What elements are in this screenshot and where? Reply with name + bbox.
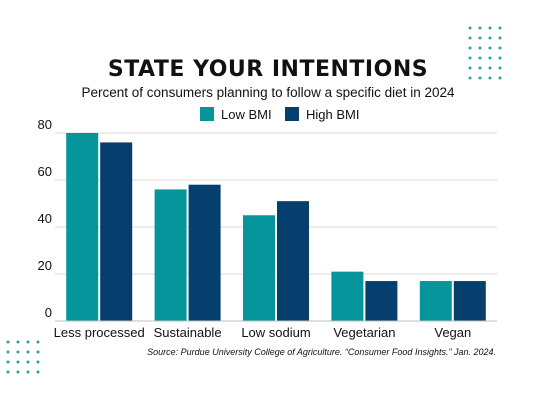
decorative-dot	[498, 36, 502, 40]
decorative-dot	[6, 360, 10, 364]
chart-subtitle: Percent of consumers planning to follow …	[82, 85, 455, 100]
decorative-dot	[36, 360, 40, 364]
decorative-dot	[36, 350, 40, 354]
decorative-dot	[6, 370, 10, 374]
bar-high-bmi	[453, 281, 486, 321]
decorative-dot	[488, 66, 492, 70]
decorative-dot	[478, 26, 482, 30]
decorative-dot	[488, 36, 492, 40]
decorative-dot	[26, 340, 30, 344]
source-note: Source: Purdue University College of Agr…	[147, 347, 496, 357]
decorative-dot	[16, 340, 20, 344]
bars	[66, 133, 486, 321]
decorative-dot	[468, 66, 472, 70]
decorative-dot	[488, 46, 492, 50]
bar-low-bmi	[66, 133, 99, 321]
decorative-dot	[468, 26, 472, 30]
x-axis-labels: Less processed Sustainable Low sodium Veget…	[54, 325, 472, 340]
bar-low-bmi	[331, 271, 364, 321]
decorative-dot	[498, 56, 502, 60]
decorative-dot	[26, 370, 30, 374]
legend-label-high-bmi: High BMI	[306, 107, 359, 122]
x-category-label: Vegan	[434, 325, 471, 340]
decorative-dot	[468, 56, 472, 60]
decorative-dot	[468, 46, 472, 50]
decorative-dot	[36, 370, 40, 374]
bar-high-bmi	[277, 201, 309, 321]
decorative-dots-bottom-left	[6, 340, 40, 374]
decorative-dot	[16, 350, 20, 354]
decorative-dot	[478, 36, 482, 40]
bar-high-bmi	[100, 142, 133, 321]
decorative-dot	[488, 76, 492, 80]
decorative-dots-top-right	[468, 26, 502, 80]
y-tick-label: 20	[38, 258, 52, 273]
decorative-dot	[26, 350, 30, 354]
legend-label-low-bmi: Low BMI	[221, 107, 272, 122]
y-tick-label: 0	[45, 305, 52, 320]
chart-title: STATE YOUR INTENTIONS	[108, 57, 428, 82]
decorative-dot	[498, 46, 502, 50]
decorative-dot	[478, 46, 482, 50]
y-tick-label: 60	[38, 164, 52, 179]
y-tick-label: 40	[38, 211, 52, 226]
decorative-dot	[488, 26, 492, 30]
decorative-dot	[6, 350, 10, 354]
x-category-label: Sustainable	[154, 325, 222, 340]
decorative-dot	[16, 370, 20, 374]
decorative-dot	[498, 26, 502, 30]
legend: Low BMI High BMI	[200, 107, 359, 122]
decorative-dot	[36, 340, 40, 344]
decorative-dot	[488, 56, 492, 60]
y-axis-ticks: 0 20 40 60 80	[38, 117, 52, 320]
bar-low-bmi	[154, 189, 187, 321]
decorative-dot	[478, 66, 482, 70]
y-tick-label: 80	[38, 117, 52, 132]
bar-high-bmi	[188, 184, 221, 321]
decorative-dot	[468, 76, 472, 80]
decorative-dot	[16, 360, 20, 364]
x-category-label: Low sodium	[241, 325, 310, 340]
bar-low-bmi	[419, 281, 452, 321]
legend-swatch-low-bmi	[200, 107, 214, 121]
bar-high-bmi	[365, 281, 398, 321]
decorative-dot	[498, 76, 502, 80]
decorative-dot	[468, 36, 472, 40]
x-category-label: Vegetarian	[333, 325, 395, 340]
decorative-dot	[26, 360, 30, 364]
decorative-dot	[498, 66, 502, 70]
decorative-dot	[478, 56, 482, 60]
bar-low-bmi	[243, 215, 275, 321]
decorative-dot	[478, 76, 482, 80]
legend-swatch-high-bmi	[285, 107, 299, 121]
x-category-label: Less processed	[54, 325, 145, 340]
decorative-dot	[6, 340, 10, 344]
